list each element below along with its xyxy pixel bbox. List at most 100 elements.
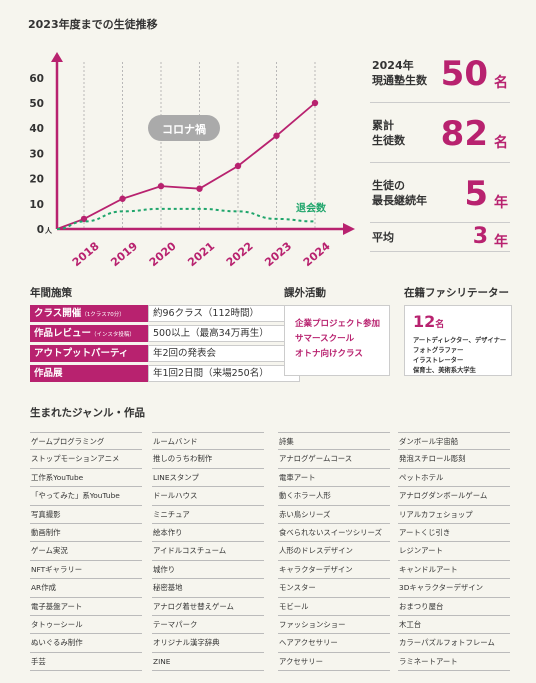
facilitator-unit: 名 — [435, 320, 445, 330]
stat-label-line2: 現通塾生数 — [372, 74, 427, 87]
genre-item: リアルカフェショップ — [398, 506, 510, 524]
genre-item: 写真撮影 — [30, 506, 142, 524]
activities-title: 課外活動 — [284, 287, 326, 299]
genre-item: 赤い鳥シリーズ — [278, 506, 390, 524]
genre-item: ゲームプログラミング — [30, 432, 142, 451]
genre-item: 推しのうちわ制作 — [152, 450, 264, 469]
genre-item: 発泡スチロール彫刻 — [398, 450, 510, 469]
genre-item: モビール — [278, 598, 390, 616]
genre-item: 木工台 — [398, 616, 510, 635]
chart-series: 退会数 — [56, 99, 327, 230]
chart-annotations: コロナ禍 — [148, 115, 220, 141]
stat-row: 平均 3 年 — [370, 222, 510, 252]
x-tick-label: 2024 — [301, 239, 333, 269]
genre-item: ZINE — [152, 653, 264, 672]
stat-label: 生徒の 最長継続年 — [372, 178, 427, 208]
stat-value: 3 — [472, 224, 488, 249]
stat-label-line2: 最長継続年 — [372, 194, 427, 207]
stat-label: 2024年現通塾生数 — [372, 58, 427, 88]
activity-item: オトナ向けクラス — [295, 349, 363, 359]
measure-label-text: 作品展 — [34, 368, 63, 379]
stat-unit: 年 — [494, 234, 508, 250]
genre-column: 詩集 アナログゲームコース 電車アート 動くホラー人形 赤い鳥シリーズ 食べられないスイー… — [278, 432, 390, 672]
y-unit-label: 人 — [45, 226, 53, 235]
genre-item: アナログゲームコース — [278, 450, 390, 469]
chart-title: 2023年度までの生徒推移 — [28, 18, 158, 31]
facilitator-role: アートディレクター、デザイナー — [413, 337, 507, 344]
y-tick-label: 10 — [29, 199, 44, 211]
series-line-withdrawals — [56, 207, 316, 230]
measure-label-note: （1クラス70分） — [81, 312, 125, 318]
genre-item: ゲーム実況 — [30, 542, 142, 561]
genre-item: 電車アート — [278, 469, 390, 488]
y-tick-label: 20 — [29, 174, 44, 186]
genre-item: ミニチュア — [152, 506, 264, 524]
genres-title: 生まれたジャンル・作品 — [30, 407, 145, 419]
genre-item: LINEスタンプ — [152, 469, 264, 488]
y-tick-label: 40 — [29, 123, 44, 135]
measure-value: 年1回2日間（来場250名） — [148, 365, 300, 382]
genre-item: アクセサリー — [278, 653, 390, 672]
genre-item: ルームバンド — [152, 432, 264, 451]
genre-item: 動くホラー人形 — [278, 487, 390, 506]
measure-label: アウトプットパーティ — [30, 345, 148, 362]
x-tick-label: 2023 — [262, 239, 294, 269]
facilitators-title: 在籍ファシリテーター — [404, 287, 509, 299]
genre-item: 3Dキャラクターデザイン — [398, 579, 510, 598]
measure-label-text: クラス開催 — [34, 308, 82, 319]
genre-item: アイドルコスチューム — [152, 542, 264, 561]
measure-row: クラス開催（1クラス70分） 約96クラス（112時間） — [30, 305, 300, 322]
genre-item: NFTギャラリー — [30, 561, 142, 580]
data-point — [157, 182, 165, 190]
stat-row: 生徒の 最長継続年 5 年 — [370, 168, 510, 223]
genre-item: 動画制作 — [30, 524, 142, 543]
genre-item: ストップモーションアニメ — [30, 450, 142, 469]
genre-item: 城作り — [152, 561, 264, 580]
facilitators-box: 12名 アートディレクター、デザイナー フォトグラファー イラストレーター 保育… — [404, 305, 512, 376]
genre-column: ゲームプログラミング ストップモーションアニメ 工作系YouTube 「やってみた」系… — [30, 432, 142, 672]
genre-item: 手芸 — [30, 653, 142, 672]
data-point — [273, 132, 280, 139]
facilitator-role: イラストレーター — [413, 357, 464, 364]
genre-item: テーマパーク — [152, 616, 264, 635]
genre-item: おまつり屋台 — [398, 598, 510, 616]
genre-item: ファッションショー — [278, 616, 390, 635]
genre-item: 絵本作り — [152, 524, 264, 543]
genre-item: 詩集 — [278, 432, 390, 451]
measure-row: 作品展 年1回2日間（来場250名） — [30, 365, 300, 382]
data-point — [234, 162, 242, 170]
measure-label: 作品展 — [30, 365, 148, 382]
covid-annotation-text: コロナ禍 — [162, 122, 206, 136]
x-axis-arrow — [343, 223, 355, 235]
stat-label-line1: 2024年 — [372, 59, 414, 72]
stat-label-line1: 累計 — [372, 119, 394, 132]
x-tick-labels: 2018 2019 2020 2021 2022 2023 2024 — [70, 239, 333, 269]
measure-value: 500以上（最高34万再生） — [148, 325, 300, 342]
genre-item: ぬいぐるみ制作 — [30, 634, 142, 653]
y-tick-label: 50 — [29, 98, 44, 110]
genre-item: カラーパズルフォトフレーム — [398, 634, 510, 653]
series-line-students — [56, 102, 316, 230]
x-tick-label: 2018 — [70, 239, 102, 269]
genre-item: 工作系YouTube — [30, 469, 142, 488]
stat-unit: 名 — [494, 75, 508, 91]
measures-title: 年間施策 — [30, 287, 72, 299]
data-point — [119, 195, 126, 202]
genre-item: アートくじ引き — [398, 524, 510, 543]
genre-item: 食べられないスイーツシリーズ — [278, 524, 390, 543]
student-trend-chart: 0 10 20 30 40 50 60 人 2018 2019 2020 2021 2022 2023 2… — [29, 52, 355, 269]
genre-item: タトゥーシール — [30, 616, 142, 635]
genre-item: ペットホテル — [398, 469, 510, 488]
y-tick-label: 60 — [29, 73, 44, 85]
y-tick-labels: 0 10 20 30 40 50 60 人 — [29, 73, 53, 236]
stat-value: 5 — [464, 174, 488, 214]
y-tick-label: 0 — [37, 224, 44, 236]
stat-unit: 名 — [494, 135, 508, 151]
genre-item: 電子基盤アート — [30, 598, 142, 616]
activity-item: 企業プロジェクト参加 — [295, 319, 381, 329]
genre-item: アナログ着せ替えゲーム — [152, 598, 264, 616]
genre-column: ルームバンド 推しのうちわ制作 LINEスタンプ ドールハウス ミニチュア 絵本作り アイド… — [152, 432, 264, 672]
genre-item: ヘアアクセサリー — [278, 634, 390, 653]
measure-label: 作品レビュー（インスタ投稿） — [30, 325, 148, 342]
stat-row: 累計 生徒数 82 名 — [370, 108, 510, 163]
